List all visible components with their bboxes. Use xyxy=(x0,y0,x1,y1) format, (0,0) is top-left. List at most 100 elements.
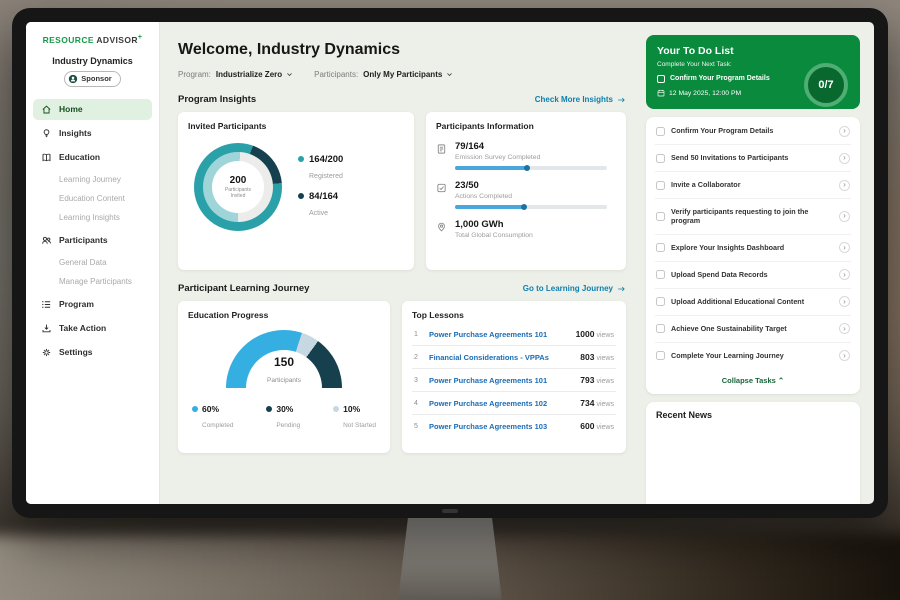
teal-dot-icon xyxy=(298,156,304,162)
lesson-link[interactable]: Power Purchase Agreements 103 xyxy=(429,421,548,431)
chevron-right-icon[interactable]: › xyxy=(839,152,850,164)
task-checkbox[interactable] xyxy=(656,126,665,136)
lesson-link[interactable]: Power Purchase Agreements 101 xyxy=(429,375,548,385)
invited-legend: 164/200 Registered 84/164 Active xyxy=(298,146,343,228)
sidebar-item-learning-insights[interactable]: Learning Insights xyxy=(59,213,120,223)
sidebar: RESOURCE ADVISOR+ Industry Dynamics Spon… xyxy=(26,22,160,504)
todo-task-row[interactable]: Confirm Your Program Details › xyxy=(655,118,851,146)
sponsor-badge: Sponsor xyxy=(64,70,121,87)
lesson-row: 1 Power Purchase Agreements 101 1000 view… xyxy=(412,323,616,346)
sidebar-item-education-content[interactable]: Education Content xyxy=(59,194,125,204)
todo-task-list: Confirm Your Program Details › Send 50 I… xyxy=(646,117,860,394)
program-select[interactable]: Industrialize Zero xyxy=(216,70,293,79)
task-checkbox[interactable] xyxy=(656,211,665,221)
consumption-row: 1,000 GWh Total Global Consumption xyxy=(436,219,616,244)
chevron-right-icon[interactable]: › xyxy=(839,269,850,281)
task-checkbox[interactable] xyxy=(656,270,665,280)
sidebar-item-program[interactable]: Program xyxy=(33,294,152,315)
sidebar-item-label: Insights xyxy=(59,128,92,139)
lesson-link[interactable]: Power Purchase Agreements 101 xyxy=(429,329,548,339)
section-title: Program Insights xyxy=(178,94,257,105)
task-checkbox[interactable] xyxy=(656,297,665,307)
chevron-down-icon xyxy=(447,73,453,77)
next-task-due: 12 May 2025, 12:00 PM xyxy=(657,89,849,97)
navy-dot-icon xyxy=(298,193,304,199)
sidebar-item-education[interactable]: Education xyxy=(33,147,152,168)
legend-item-registered: 164/200 Registered xyxy=(298,154,343,183)
recent-news-title: Recent News xyxy=(656,409,713,420)
navy-dot-icon xyxy=(266,406,273,412)
todo-task-row[interactable]: Send 50 Invitations to Participants › xyxy=(655,145,851,173)
task-checkbox[interactable] xyxy=(656,180,665,190)
chevron-right-icon[interactable]: › xyxy=(839,125,850,137)
todo-task-row[interactable]: Achieve One Sustainability Target › xyxy=(655,316,851,343)
todo-progress-ring: 0/7 xyxy=(804,63,848,107)
people-icon xyxy=(42,236,51,244)
chevron-right-icon[interactable]: › xyxy=(839,350,850,362)
todo-task-row[interactable]: Upload Additional Educational Content › xyxy=(655,289,851,316)
todo-task-row[interactable]: Complete Your Learning Journey › xyxy=(655,343,851,369)
chevron-right-icon[interactable]: › xyxy=(839,296,850,308)
todo-task-row[interactable]: Explore Your Insights Dashboard › xyxy=(655,235,851,262)
sidebar-item-label: Participants xyxy=(59,235,108,246)
card-title: Top Lessons xyxy=(412,310,464,320)
go-to-learning-journey-link[interactable]: Go to Learning Journey xyxy=(523,284,626,293)
insights-cards-row: Invited Participants 200 Participants In… xyxy=(178,112,626,270)
top-lessons-card: Top Lessons 1 Power Purchase Agreements … xyxy=(402,301,626,453)
invited-donut-center: 200 Participants Invited xyxy=(212,161,264,213)
chevron-right-icon[interactable]: › xyxy=(839,210,850,222)
sidebar-item-insights[interactable]: Insights xyxy=(33,123,152,144)
chevron-right-icon[interactable]: › xyxy=(839,179,850,191)
task-checkbox[interactable] xyxy=(657,74,665,83)
lesson-link[interactable]: Financial Considerations - VPPAs xyxy=(429,352,549,362)
lesson-row: 2 Financial Considerations - VPPAs 803 vi… xyxy=(412,346,616,369)
sponsor-icon xyxy=(69,74,78,83)
todo-task-row[interactable]: Invite a Collaborator › xyxy=(655,172,851,200)
chevron-right-icon[interactable]: › xyxy=(839,323,850,335)
logo-advisor: ADVISOR xyxy=(96,34,138,45)
section-title: Participant Learning Journey xyxy=(178,283,310,294)
lesson-row: 5 Power Purchase Agreements 103 600 views xyxy=(414,421,614,431)
education-gauge-chart: 150 Participants xyxy=(226,330,342,390)
card-title: Participants Information xyxy=(436,121,534,131)
sidebar-item-home[interactable]: Home xyxy=(33,98,152,120)
calendar-icon xyxy=(657,89,665,97)
recent-news-card: Recent News xyxy=(646,401,860,504)
learning-journey-header: Participant Learning Journey Go to Learn… xyxy=(178,283,626,294)
chevron-right-icon[interactable]: › xyxy=(839,242,850,254)
chevron-down-icon xyxy=(287,73,292,77)
logo-resource: RESOURCE xyxy=(42,34,94,45)
blue-dot-icon xyxy=(192,406,198,412)
todo-title: Your To Do List xyxy=(657,45,734,57)
collapse-tasks-link[interactable]: Collapse Tasks ⌃ xyxy=(721,375,785,385)
sidebar-item-label: Settings xyxy=(59,347,93,358)
legend-item-pending: 30% Pending xyxy=(266,404,300,432)
task-checkbox[interactable] xyxy=(656,324,665,334)
program-filter-label: Program: xyxy=(178,70,211,79)
todo-summary-card: Your To Do List Complete Your Next Task:… xyxy=(646,35,860,110)
program-insights-header: Program Insights Check More Insights xyxy=(178,94,626,105)
sidebar-item-learning-journey[interactable]: Learning Journey xyxy=(59,175,121,185)
sidebar-item-participants[interactable]: Participants xyxy=(33,230,152,251)
sidebar-item-general-data[interactable]: General Data xyxy=(59,258,107,268)
task-checkbox[interactable] xyxy=(656,243,665,253)
todo-task-row[interactable]: Upload Spend Data Records › xyxy=(655,262,851,289)
sidebar-item-take-action[interactable]: Take Action xyxy=(33,318,152,339)
card-title: Education Progress xyxy=(188,310,269,320)
task-checkbox[interactable] xyxy=(656,153,665,163)
sidebar-nav: Home Insights Education Learning Journey… xyxy=(26,98,159,363)
check-more-insights-link[interactable]: Check More Insights xyxy=(535,95,626,104)
education-legend: 60% Completed 30% Pending 10% Not Started xyxy=(188,390,380,432)
todo-task-row[interactable]: Verify participants requesting to join t… xyxy=(655,199,851,235)
emission-survey-icon xyxy=(437,144,446,154)
lesson-link[interactable]: Power Purchase Agreements 102 xyxy=(429,398,548,408)
filters-bar: Program: Industrialize Zero Participants… xyxy=(178,70,626,79)
participants-select[interactable]: Only My Participants xyxy=(363,70,453,79)
sidebar-item-manage-participants[interactable]: Manage Participants xyxy=(59,277,132,287)
home-icon xyxy=(42,105,51,114)
next-task[interactable]: Confirm Your Program Details xyxy=(657,74,789,83)
sidebar-item-label: Education xyxy=(59,152,101,163)
task-checkbox[interactable] xyxy=(656,351,665,361)
sidebar-item-settings[interactable]: Settings xyxy=(33,342,152,363)
